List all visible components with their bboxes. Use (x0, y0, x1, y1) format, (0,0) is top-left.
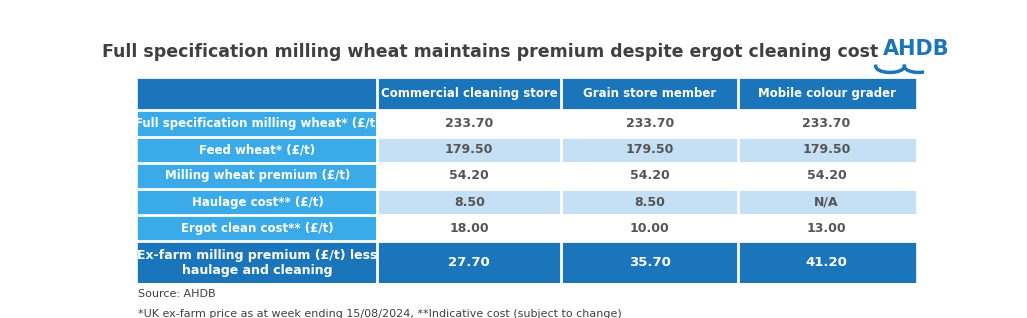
Bar (562, 77, 738, 110)
Text: 54.20: 54.20 (806, 169, 846, 183)
Text: 8.50: 8.50 (635, 196, 665, 209)
Text: Ergot clean cost** (£/t): Ergot clean cost** (£/t) (181, 222, 334, 235)
Text: 179.50: 179.50 (445, 143, 493, 156)
Bar (377, 241, 562, 284)
Text: 233.70: 233.70 (625, 117, 674, 130)
Text: N/A: N/A (814, 196, 839, 209)
Text: AHDB: AHDB (883, 39, 950, 59)
Bar (377, 110, 562, 137)
Text: Source: AHDB: Source: AHDB (138, 289, 216, 299)
Text: 233.70: 233.70 (445, 117, 493, 130)
Bar (377, 77, 562, 110)
Text: 54.20: 54.20 (450, 169, 489, 183)
Text: Feed wheat* (£/t): Feed wheat* (£/t) (199, 143, 315, 156)
Text: Ex-farm milling premium (£/t) less
haulage and cleaning: Ex-farm milling premium (£/t) less haula… (138, 249, 378, 277)
Bar (738, 163, 915, 189)
Bar (138, 137, 377, 163)
Text: 179.50: 179.50 (802, 143, 850, 156)
Bar (138, 189, 377, 215)
Bar (138, 215, 377, 241)
Bar (562, 163, 738, 189)
Bar (377, 215, 562, 241)
Text: 54.20: 54.20 (630, 169, 670, 183)
Bar (738, 189, 915, 215)
Bar (738, 215, 915, 241)
Text: Full specification milling wheat maintains premium despite ergot cleaning cost: Full specification milling wheat maintai… (103, 43, 879, 61)
Bar (377, 163, 562, 189)
Text: 13.00: 13.00 (807, 222, 846, 235)
Text: 233.70: 233.70 (802, 117, 850, 130)
Text: Commercial cleaning store: Commercial cleaning store (381, 87, 558, 100)
Text: 35.70: 35.70 (629, 256, 671, 269)
Bar (562, 137, 738, 163)
Text: 41.20: 41.20 (805, 256, 847, 269)
Bar (562, 110, 738, 137)
Bar (138, 77, 377, 110)
Bar (562, 215, 738, 241)
Text: 27.70: 27.70 (449, 256, 490, 269)
Bar (562, 241, 738, 284)
Text: 18.00: 18.00 (450, 222, 489, 235)
Text: *UK ex-farm price as at week ending 15/08/2024, **Indicative cost (subject to ch: *UK ex-farm price as at week ending 15/0… (138, 309, 621, 318)
Text: Grain store member: Grain store member (583, 87, 717, 100)
Text: Milling wheat premium (£/t): Milling wheat premium (£/t) (165, 169, 350, 183)
Bar (138, 163, 377, 189)
Bar (138, 110, 377, 137)
Text: 8.50: 8.50 (454, 196, 485, 209)
Bar (738, 241, 915, 284)
Text: Full specification milling wheat* (£/t): Full specification milling wheat* (£/t) (135, 117, 380, 130)
Bar (738, 110, 915, 137)
Text: Haulage cost** (£/t): Haulage cost** (£/t) (192, 196, 324, 209)
Text: 179.50: 179.50 (625, 143, 674, 156)
Bar (377, 137, 562, 163)
Text: Mobile colour grader: Mobile colour grader (758, 87, 896, 100)
Bar (377, 189, 562, 215)
Bar (138, 241, 377, 284)
Bar (562, 189, 738, 215)
Bar (738, 77, 915, 110)
Bar (738, 137, 915, 163)
Text: 10.00: 10.00 (630, 222, 670, 235)
